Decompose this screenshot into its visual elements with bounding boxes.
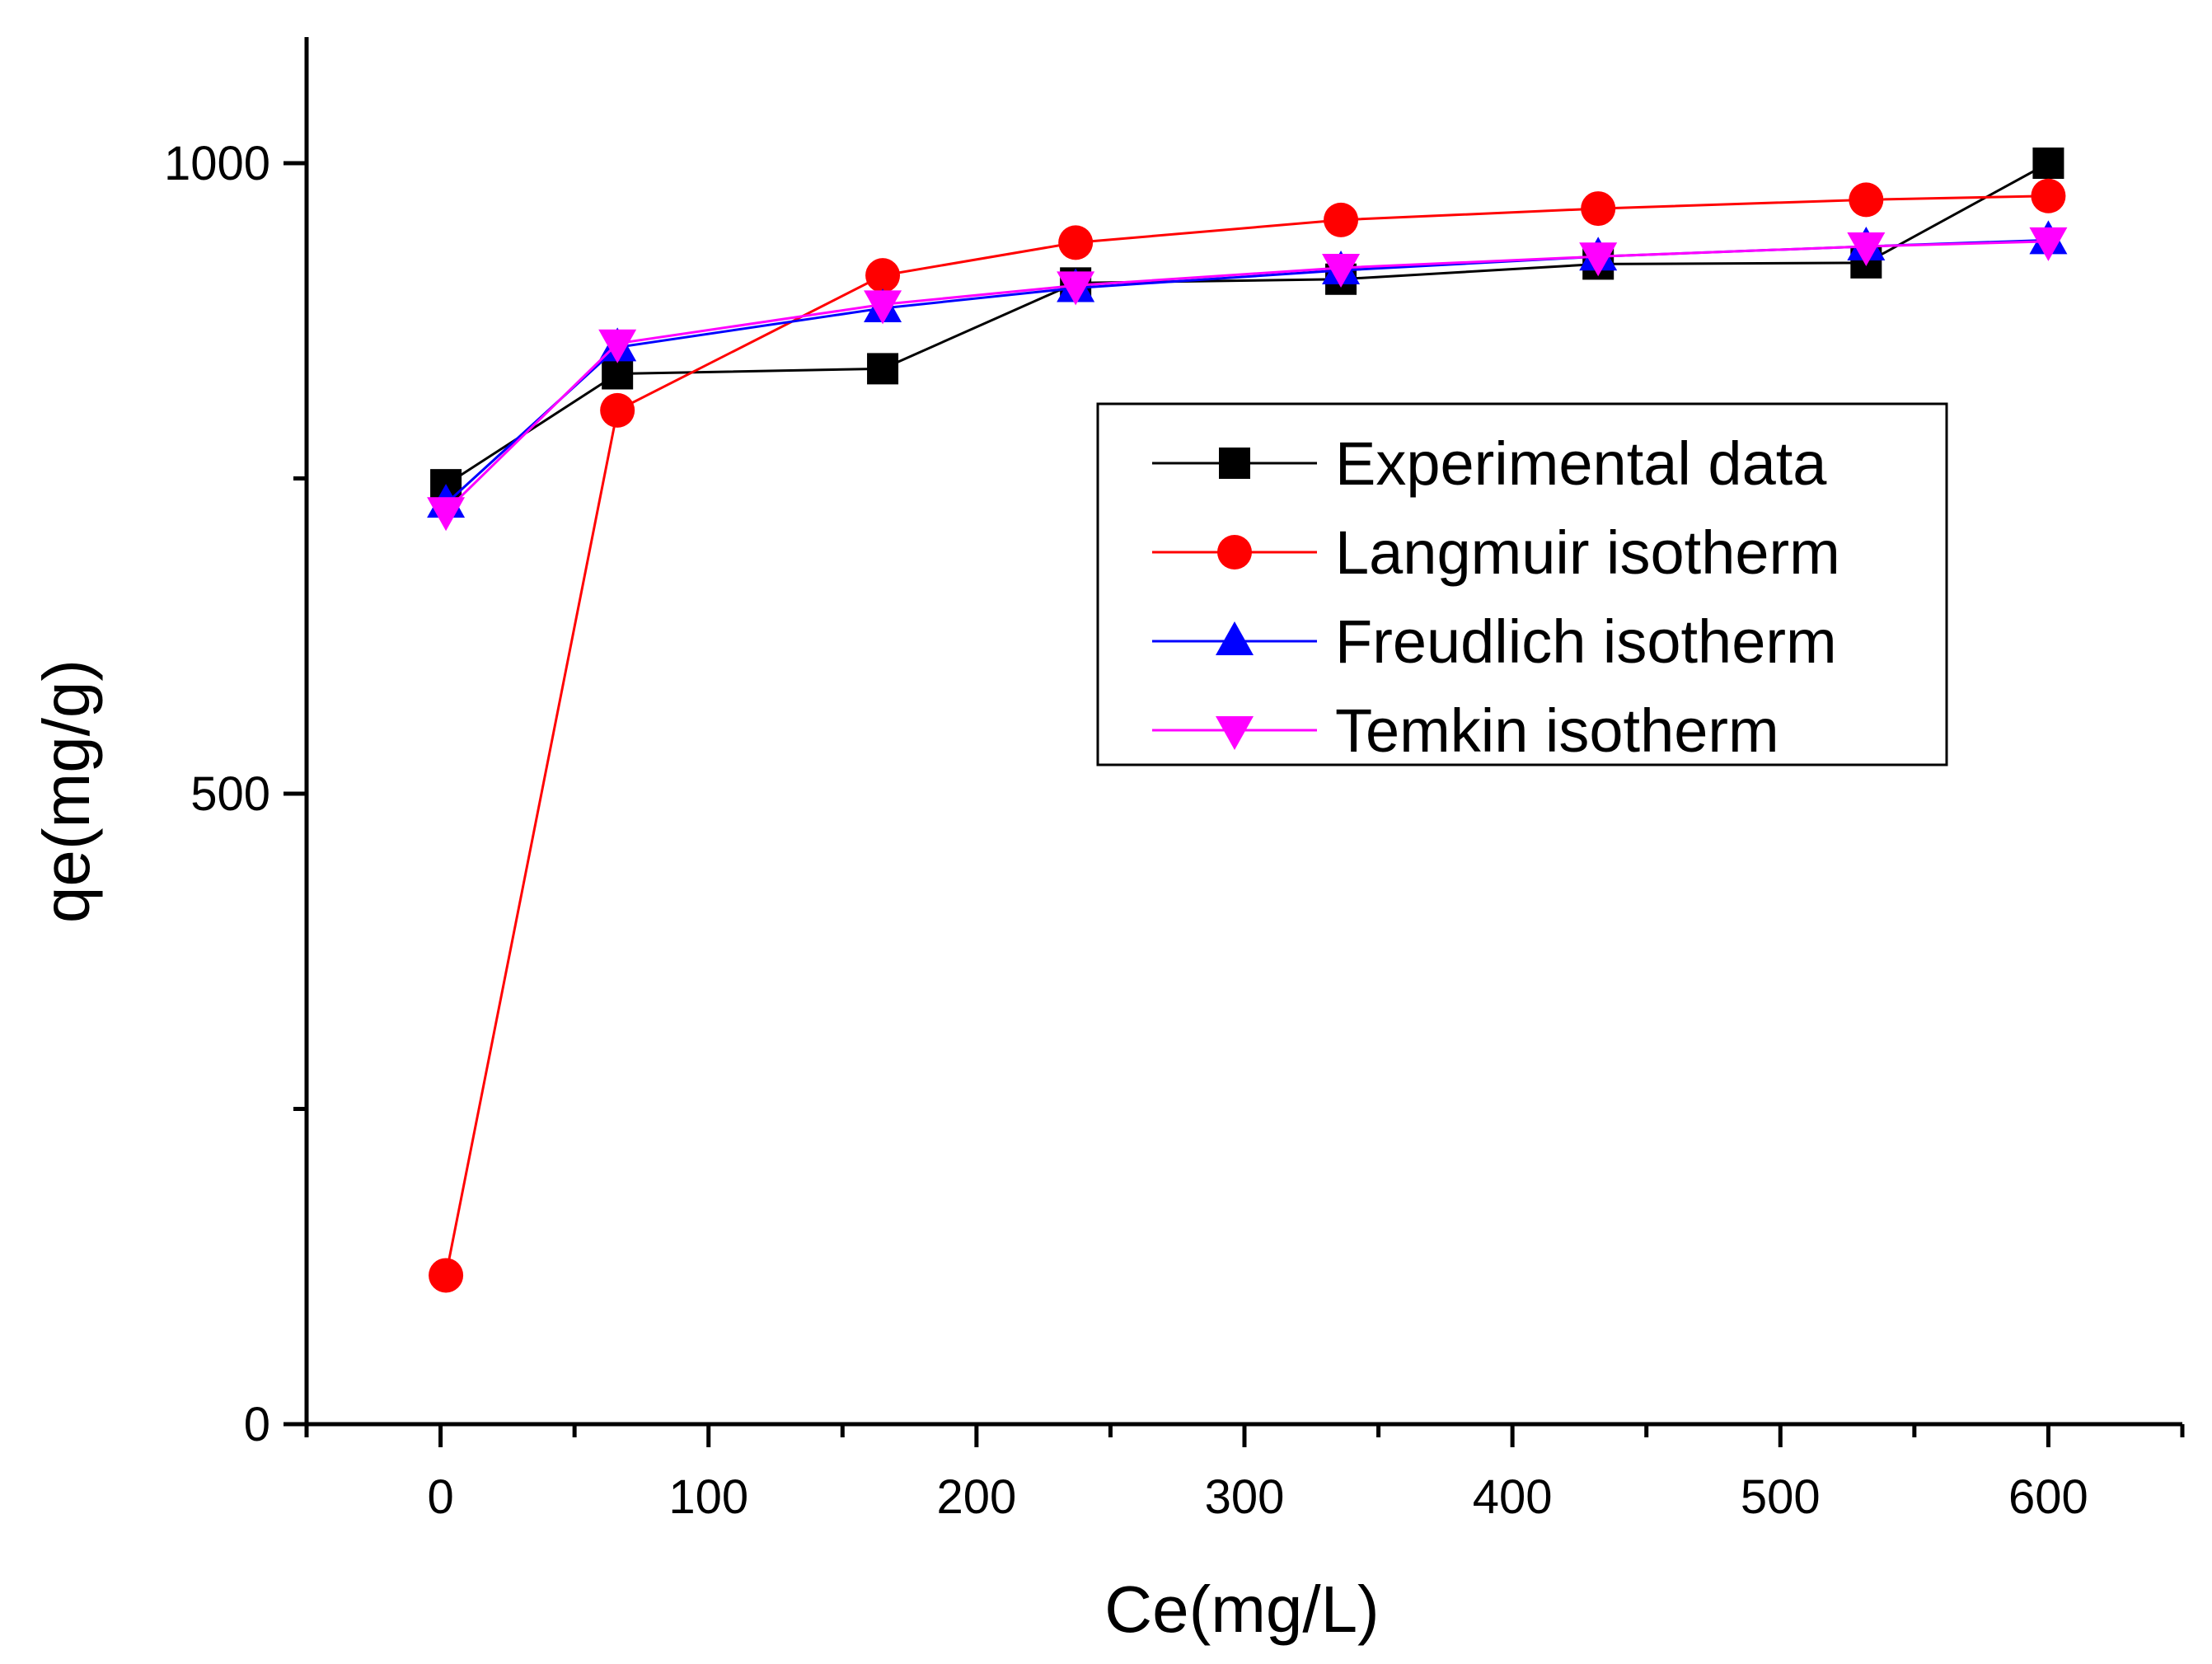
x-axis-title: Ce(mg/L) xyxy=(1104,1573,1379,1646)
legend-entry: Langmuir isotherm xyxy=(1152,518,1840,587)
data-point xyxy=(867,353,899,385)
data-point xyxy=(864,290,902,325)
data-point xyxy=(429,1258,464,1293)
data-point xyxy=(2032,148,2064,179)
series-layer xyxy=(427,148,2068,1293)
series-line xyxy=(444,195,2049,1276)
data-point xyxy=(1579,242,1618,277)
legend-items: Experimental data Langmuir isotherm Freudl… xyxy=(1152,429,1840,765)
data-point xyxy=(1847,232,1886,266)
data-point xyxy=(2031,178,2066,213)
data-point xyxy=(1322,253,1361,288)
data-point xyxy=(1057,271,1095,306)
x-tick-label: 100 xyxy=(668,1470,748,1524)
y-axis-title: qe(mg/g) xyxy=(30,659,103,923)
x-tick-label: 300 xyxy=(1205,1470,1285,1524)
x-tick-label: 600 xyxy=(2008,1470,2088,1524)
legend-label: Temkin isotherm xyxy=(1335,696,1779,765)
data-point xyxy=(1849,182,1884,218)
y-tick-label: 0 xyxy=(244,1398,270,1451)
legend-label: Langmuir isotherm xyxy=(1335,518,1840,587)
y-tick-label: 500 xyxy=(190,767,270,821)
y-ticks: 0 500 1000 xyxy=(164,137,307,1451)
x-tick-label: 500 xyxy=(1741,1470,1821,1524)
legend-marker xyxy=(1219,448,1250,479)
x-tick-label: 200 xyxy=(936,1470,1016,1524)
data-point xyxy=(1581,191,1616,227)
data-point xyxy=(865,258,901,293)
x-tick-label: 0 xyxy=(427,1470,453,1524)
legend-marker xyxy=(1216,716,1254,750)
legend-marker xyxy=(1216,621,1254,655)
legend-marker xyxy=(1217,535,1252,570)
data-point xyxy=(1324,202,1359,237)
series-1 xyxy=(429,178,2066,1293)
x-tick-label: 400 xyxy=(1473,1470,1553,1524)
series-line xyxy=(445,240,2049,513)
legend-entry: Temkin isotherm xyxy=(1152,696,1779,765)
x-ticks: 0 100 200 300 400 500 600 xyxy=(304,1424,2185,1524)
legend-label: Freudlich isotherm xyxy=(1335,607,1837,676)
data-point xyxy=(1058,225,1094,260)
data-point xyxy=(600,392,635,428)
data-point xyxy=(602,358,634,390)
data-point xyxy=(2029,227,2068,261)
legend-entry: Freudlich isotherm xyxy=(1152,607,1837,676)
data-point xyxy=(427,497,466,532)
legend: Experimental data Langmuir isotherm Freudl… xyxy=(1096,402,1948,766)
y-tick-label: 1000 xyxy=(164,137,270,190)
legend-entry: Experimental data xyxy=(1152,429,1827,498)
data-point xyxy=(598,329,637,363)
series-3 xyxy=(427,227,2068,532)
series-line xyxy=(445,162,2050,486)
legend-label: Experimental data xyxy=(1335,429,1827,498)
